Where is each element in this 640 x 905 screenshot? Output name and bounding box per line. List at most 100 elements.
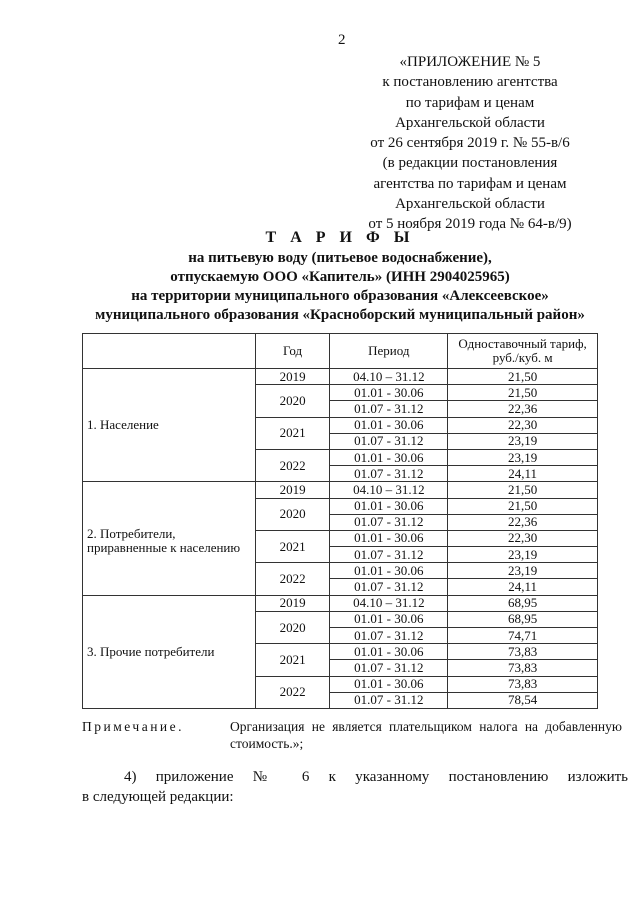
tariff-table: Год Период Одноставочный тариф, руб./куб…	[82, 333, 598, 709]
paragraph-line: 4) приложение № 6 к указанному постановл…	[124, 769, 628, 785]
header-category	[82, 333, 256, 369]
period-cell: 01.07 - 31.12	[329, 546, 449, 564]
period-cell: 01.07 - 31.12	[329, 626, 449, 645]
table-row: 2020 01.01 - 30.06 21,50	[83, 497, 598, 531]
table-row: 2020 01.01 - 30.06 21,50	[83, 384, 598, 418]
tariff-cell: 24,11	[447, 578, 598, 596]
year-cell: 2020	[254, 610, 331, 645]
paragraph-line: в следующей редакции:	[82, 789, 234, 805]
category-cell: 3. Прочие потребители	[82, 594, 256, 709]
table-row: 2022 01.01 - 30.06 23,19	[83, 562, 598, 596]
tariff-cell: 73,83	[447, 675, 598, 693]
header-period: Период	[329, 333, 449, 369]
period-cell: 01.01 - 30.06	[329, 448, 449, 467]
period-cell: 01.01 - 30.06	[329, 643, 449, 661]
category-cell: 2. Потребители, приравненные к населению	[82, 481, 256, 596]
tariff-cell: 21,50	[447, 384, 598, 402]
period-cell: 01.07 - 31.12	[329, 659, 449, 677]
header-line: от 5 ноября 2019 года № 64-в/9)	[368, 216, 572, 233]
title-line: муниципального образования «Красноборски…	[95, 307, 585, 323]
table-row: 2. Потребители, приравненные к населению…	[82, 481, 598, 596]
header-line: «ПРИЛОЖЕНИЕ № 5	[399, 54, 541, 70]
year-cell: 2021	[254, 529, 331, 564]
header-line: Архангельской области	[395, 196, 545, 213]
category-cell: 1. Население	[82, 367, 256, 483]
year-cell: 2020	[254, 384, 331, 418]
title-line: Т А Р И Ф Ы	[265, 229, 415, 246]
header-line: (в редакции постановления	[382, 155, 558, 172]
period-cell: 01.07 - 31.12	[329, 465, 449, 483]
header-tariff: Одноставочный тариф, руб./куб. м	[447, 333, 598, 369]
tariff-cell: 73,83	[447, 659, 598, 677]
tariff-cell: 68,95	[447, 594, 598, 612]
year-cell: 2022	[254, 448, 331, 483]
tariff-cell: 22,30	[447, 416, 598, 434]
table-row: 01.07 - 31.12 78,54	[83, 691, 598, 709]
title-line: отпускаемую ООО «Капитель» (ИНН 29040259…	[170, 269, 510, 285]
table-row: 01.07 - 31.12 22,36	[83, 400, 598, 418]
table-row: 01.07 - 31.12 24,11	[83, 465, 598, 483]
period-cell: 04.10 – 31.12	[329, 481, 449, 499]
tariff-cell: 78,54	[447, 691, 598, 709]
period-cell: 01.07 - 31.12	[329, 513, 449, 531]
period-cell: 01.07 - 31.12	[329, 691, 449, 709]
header-line: от 26 сентября 2019 г. № 55-в/6	[370, 135, 570, 152]
tariff-cell: 73,83	[447, 643, 598, 661]
period-cell: 01.01 - 30.06	[329, 610, 449, 629]
period-cell: 01.01 - 30.06	[329, 497, 449, 515]
year-cell: 2020	[254, 497, 331, 531]
tariff-cell: 68,95	[447, 610, 598, 629]
note-label: Примечание.	[82, 719, 185, 734]
year-cell: 2021	[254, 416, 331, 450]
table-row: 01.07 - 31.12 23,19	[83, 432, 598, 450]
tariff-cell: 23,19	[447, 432, 598, 450]
tariff-cell: 21,50	[447, 497, 598, 515]
title-line: на территории муниципального образования…	[131, 288, 549, 304]
period-cell: 01.07 - 31.12	[329, 400, 449, 418]
table-row: 2020 01.01 - 30.06 68,95	[83, 610, 598, 645]
tariff-cell: 23,19	[447, 546, 598, 564]
period-cell: 01.01 - 30.06	[329, 416, 449, 434]
title-line: на питьевую воду (питьевое водоснабжение…	[188, 250, 492, 266]
page-number: 2	[338, 32, 346, 48]
paragraph-4: 4) приложение № 6 к указанному постановл…	[82, 767, 628, 807]
period-cell: 01.07 - 31.12	[329, 432, 449, 450]
tariff-cell: 22,36	[447, 400, 598, 418]
table-row: 2022 01.01 - 30.06 23,19	[83, 448, 598, 483]
header-line: к постановлению агентства	[382, 74, 558, 91]
table-header-row: Год Период Одноставочный тариф, руб./куб…	[82, 333, 598, 369]
table-row: 01.07 - 31.12 24,11	[83, 578, 598, 596]
period-cell: 01.01 - 30.06	[329, 529, 449, 548]
year-cell: 2022	[254, 675, 331, 709]
year-cell: 2021	[254, 643, 331, 677]
period-cell: 01.01 - 30.06	[329, 562, 449, 580]
table-row: 1. Население 2019 04.10 – 31.12 21,50	[82, 367, 598, 483]
period-cell: 01.01 - 30.06	[329, 384, 449, 402]
tariff-cell: 24,11	[447, 465, 598, 483]
year-cell: 2022	[254, 562, 331, 596]
note-text: Организация не является плательщиком нал…	[230, 719, 622, 734]
period-cell: 01.01 - 30.06	[329, 675, 449, 693]
appendix-header: «ПРИЛОЖЕНИЕ № 5 к постановлению агентств…	[320, 52, 620, 235]
period-cell: 04.10 – 31.12	[329, 367, 449, 386]
year-cell: 2019	[254, 367, 331, 386]
table-row: 2021 01.01 - 30.06 22,30	[83, 529, 598, 564]
table-row: 3. Прочие потребители 2019 04.10 – 31.12 68…	[82, 594, 598, 709]
tariff-cell: 22,30	[447, 529, 598, 548]
tariff-cell: 22,36	[447, 513, 598, 531]
tariff-cell: 21,50	[447, 481, 598, 499]
tariff-cell: 23,19	[447, 448, 598, 467]
tariff-cell: 21,50	[447, 367, 598, 386]
period-cell: 01.07 - 31.12	[329, 578, 449, 596]
year-cell: 2019	[254, 594, 331, 612]
header-line: Архангельской области	[395, 114, 545, 131]
table-row: 01.07 - 31.12 23,19	[83, 546, 598, 564]
header-line: агентства по тарифам и ценам	[373, 175, 567, 192]
header-line: по тарифам и ценам	[405, 94, 535, 111]
header-year: Год	[254, 333, 331, 369]
tariff-cell: 23,19	[447, 562, 598, 580]
tariff-cell: 74,71	[447, 626, 598, 645]
year-cell: 2019	[254, 481, 331, 499]
table-row: 01.07 - 31.12 74,71	[83, 626, 598, 645]
